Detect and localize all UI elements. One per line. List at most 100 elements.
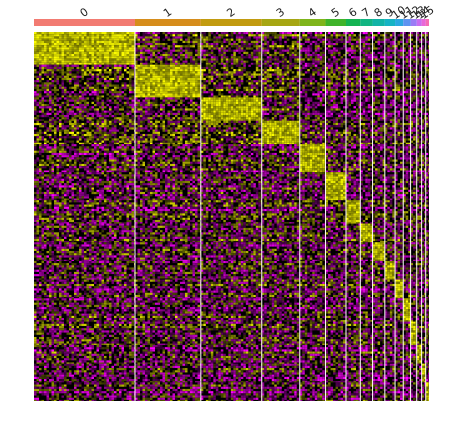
heatmap-cell — [353, 73, 356, 76]
heatmap-cell — [205, 40, 209, 43]
heatmap-cell — [145, 80, 148, 83]
heatmap-cell — [218, 36, 221, 39]
heatmap-cell — [286, 93, 290, 96]
heatmap-cell — [129, 88, 132, 92]
heatmap-cell — [397, 88, 401, 92]
heatmap-cell — [177, 73, 180, 76]
heatmap-cell — [266, 47, 270, 50]
heatmap-cell — [111, 77, 114, 81]
heatmap-cell — [210, 77, 214, 81]
heatmap-cell — [150, 32, 153, 35]
heatmap-cell — [91, 56, 94, 59]
heatmap-cell — [165, 60, 168, 63]
heatmap-cell — [200, 103, 204, 107]
heatmap-cell — [243, 60, 246, 63]
heatmap-cell — [360, 47, 363, 50]
heatmap-cell — [44, 84, 47, 87]
heatmap-cell — [187, 66, 190, 70]
heatmap-cell — [185, 75, 188, 78]
heatmap-cell — [155, 32, 158, 35]
heatmap-cell — [99, 80, 102, 83]
heatmap-cell — [46, 32, 49, 35]
heatmap-cell — [99, 38, 102, 41]
heatmap-cell — [220, 97, 224, 100]
heatmap-cell — [101, 47, 104, 50]
heatmap-cell — [235, 99, 239, 102]
heatmap-cell — [205, 97, 209, 100]
heatmap-cell — [235, 91, 239, 94]
heatmap-cell — [281, 73, 285, 76]
heatmap-cell — [84, 91, 87, 94]
heatmap-cell — [190, 77, 193, 81]
heatmap-cell — [177, 54, 180, 57]
heatmap-cell — [205, 58, 209, 61]
heatmap-cell — [34, 110, 37, 113]
heatmap-cell — [220, 82, 224, 85]
heatmap-cell — [335, 38, 339, 41]
heatmap-cell — [124, 103, 127, 107]
heatmap-cell — [296, 86, 300, 89]
heatmap-cell — [46, 103, 49, 107]
heatmap-cell — [279, 80, 282, 83]
heatmap-cell — [264, 77, 267, 81]
heatmap-cell — [225, 84, 229, 87]
heatmap-cell — [284, 95, 287, 98]
heatmap-cell — [304, 51, 308, 54]
heatmap-cell — [253, 45, 256, 48]
heatmap-cell — [44, 47, 47, 50]
heatmap-cell — [415, 110, 417, 113]
heatmap-cell — [328, 95, 331, 98]
heatmap-cell — [160, 88, 163, 92]
heatmap-cell — [319, 91, 323, 94]
heatmap-cell — [261, 95, 265, 98]
heatmap-cell — [54, 88, 57, 92]
heatmap-cell — [367, 95, 371, 98]
heatmap-cell — [372, 91, 376, 94]
heatmap-cell — [355, 49, 359, 52]
heatmap-cell — [281, 56, 285, 59]
heatmap-cell — [322, 112, 325, 115]
heatmap-cell — [281, 47, 285, 50]
heatmap-cell — [172, 36, 175, 39]
heatmap-cell — [274, 80, 277, 83]
heatmap-cell — [39, 77, 42, 81]
heatmap-cell — [258, 49, 261, 52]
heatmap-cell — [230, 43, 234, 46]
heatmap-cell — [91, 36, 94, 39]
heatmap-cell — [89, 38, 92, 41]
heatmap-cell — [54, 66, 57, 70]
heatmap-cell — [296, 47, 300, 50]
heatmap-cell — [424, 60, 426, 63]
heatmap-cell — [182, 99, 185, 102]
heatmap-cell — [289, 69, 292, 72]
heatmap-cell — [274, 69, 277, 72]
heatmap-cell — [81, 64, 84, 67]
heatmap-cell — [410, 73, 414, 76]
heatmap-cell — [353, 51, 356, 54]
heatmap-cell — [137, 34, 140, 37]
heatmap-cell — [51, 58, 54, 61]
heatmap-cell — [94, 36, 97, 39]
heatmap-cell — [309, 62, 313, 65]
heatmap-cell — [129, 47, 132, 50]
heatmap-cell — [124, 32, 127, 35]
heatmap-cell — [175, 80, 178, 83]
heatmap-cell — [307, 97, 310, 100]
heatmap-cell — [230, 49, 234, 52]
heatmap-cell — [307, 56, 310, 59]
heatmap-cell — [312, 40, 315, 43]
heatmap-cell — [101, 56, 104, 59]
heatmap-cell — [230, 32, 234, 35]
heatmap-cell — [387, 51, 390, 54]
heatmap-cell — [343, 64, 346, 67]
heatmap-cell — [382, 51, 385, 54]
heatmap-cell — [358, 66, 361, 70]
heatmap-cell — [243, 38, 246, 41]
heatmap-cell — [279, 38, 282, 41]
heatmap-cell — [124, 51, 127, 54]
heatmap-cell — [114, 58, 117, 61]
heatmap-cell — [410, 38, 414, 41]
heatmap-cell — [66, 58, 69, 61]
heatmap-cell — [333, 62, 336, 65]
heatmap-cell — [150, 60, 153, 63]
